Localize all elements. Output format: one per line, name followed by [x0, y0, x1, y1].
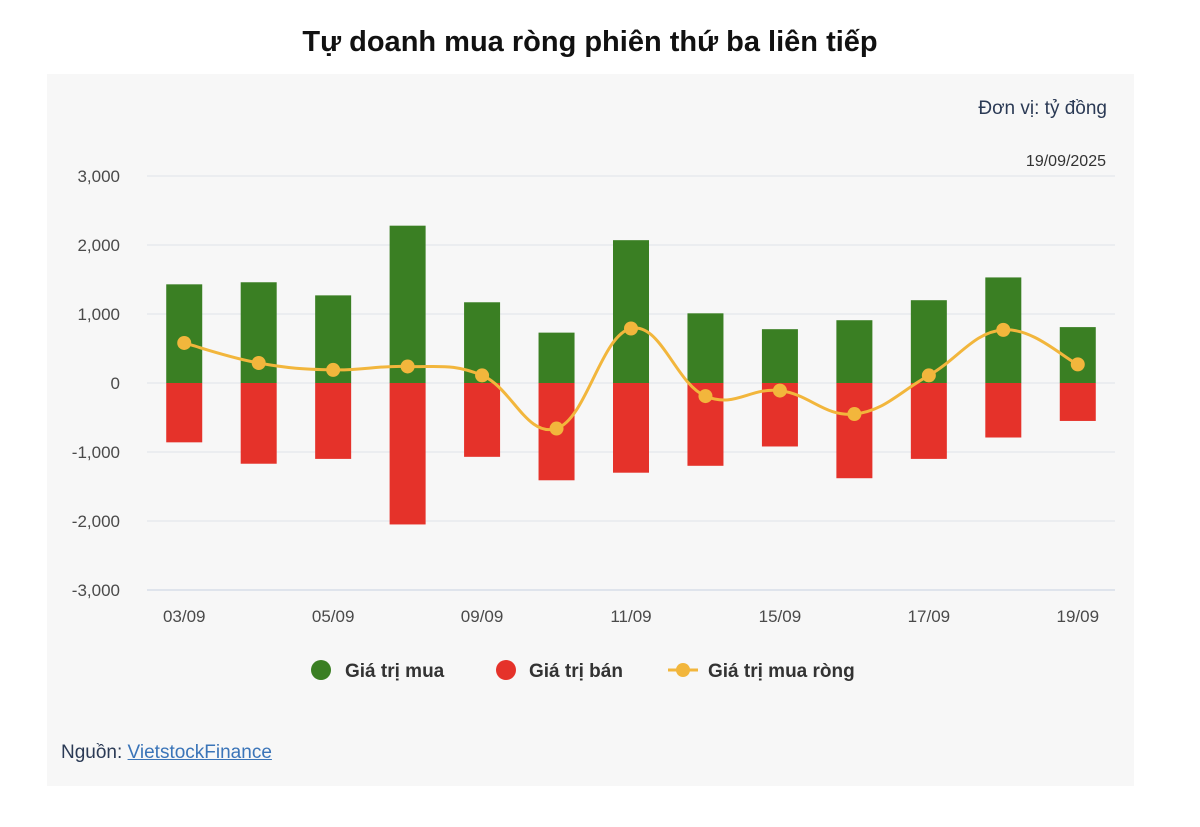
- net-point: [549, 421, 564, 436]
- net-point: [326, 362, 341, 377]
- legend-sell-marker: [496, 660, 516, 680]
- sell-bar: [240, 383, 277, 464]
- y-tick-label: -2,000: [72, 512, 120, 531]
- buy-bar: [538, 332, 575, 383]
- buy-bar: [389, 225, 426, 383]
- net-point: [996, 322, 1011, 337]
- buy-bar: [1059, 327, 1096, 383]
- buy-bar: [166, 284, 203, 383]
- source-link[interactable]: VietstockFinance: [127, 742, 272, 763]
- net-point: [400, 359, 415, 374]
- net-point: [624, 321, 638, 336]
- x-tick-label: 09/09: [461, 607, 504, 626]
- net-point: [475, 368, 490, 383]
- sell-bar: [985, 383, 1022, 438]
- source-prefix: Nguồn:: [61, 742, 128, 763]
- net-point: [847, 407, 862, 422]
- sell-bar: [389, 383, 426, 525]
- buy-bar: [613, 240, 649, 383]
- chart-title: Tự doanh mua ròng phiên thứ ba liên tiếp: [302, 26, 878, 58]
- source-line: Nguồn: VietstockFinance: [61, 742, 272, 764]
- buy-bar: [761, 329, 798, 383]
- legend-buy-label: Giá trị mua: [345, 661, 445, 682]
- label-layer: 3,000 2,000 1,000 0 -1,000 -2,000 -3,000 03/09 0…: [72, 167, 1099, 626]
- sell-bar: [1059, 383, 1096, 421]
- net-point: [251, 355, 266, 370]
- legend-buy-marker: [311, 660, 331, 680]
- chart-panel: Đơn vị: tỷ đồng Nguồn: VietstockFinance: [47, 74, 1134, 786]
- sell-bar: [315, 383, 352, 459]
- legend-net-label: Giá trị mua ròng: [708, 661, 855, 682]
- x-tick-label: 19/09: [1056, 607, 1099, 626]
- x-tick-label: 11/09: [610, 607, 651, 626]
- sell-bar: [836, 383, 873, 479]
- y-tick-label: 0: [111, 374, 120, 393]
- net-point: [1070, 357, 1085, 372]
- legend-net-marker: [676, 663, 690, 677]
- unit-label: Đơn vị: tỷ đồng: [978, 98, 1107, 119]
- date-label: 19/09/2025: [1026, 153, 1106, 170]
- x-tick-label: 15/09: [759, 607, 802, 626]
- legend-sell-label: Giá trị bán: [529, 661, 623, 682]
- y-tick-label: 1,000: [77, 305, 120, 324]
- sell-bar: [464, 383, 501, 457]
- net-point: [921, 368, 936, 383]
- y-tick-label: 2,000: [77, 236, 120, 255]
- y-tick-label: -1,000: [72, 443, 120, 462]
- legend: Giá trị mua Giá trị bán Giá trị mua ròng: [311, 660, 855, 682]
- sell-bar: [910, 383, 947, 459]
- net-point: [177, 335, 192, 350]
- buy-bar: [836, 320, 873, 383]
- bar-layer: [166, 225, 1096, 525]
- y-tick-label: 3,000: [77, 167, 120, 186]
- line-layer: [177, 321, 1085, 436]
- net-point: [772, 383, 787, 398]
- net-point: [698, 389, 713, 404]
- x-tick-label: 05/09: [312, 607, 355, 626]
- x-tick-label: 17/09: [908, 607, 951, 626]
- sell-bar: [613, 383, 649, 473]
- y-tick-label: -3,000: [72, 581, 120, 600]
- x-tick-label: 03/09: [163, 607, 206, 626]
- sell-bar: [166, 383, 203, 443]
- buy-bar: [687, 313, 724, 383]
